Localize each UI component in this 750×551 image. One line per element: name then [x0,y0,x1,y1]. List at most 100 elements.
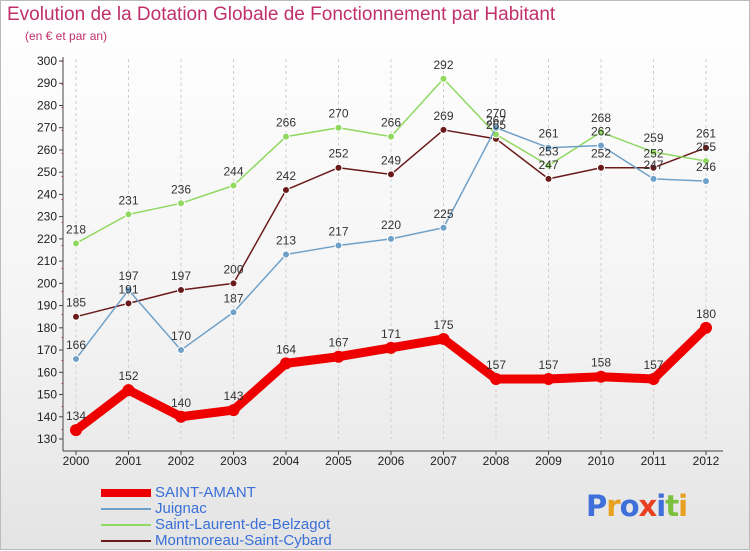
data-label-juignac: 261 [538,127,558,141]
point-saint-laurent [387,132,395,141]
data-label-saint-amant: 171 [381,327,401,341]
point-juignac [702,177,710,186]
data-label-saint-laurent: 266 [276,116,296,130]
y-tick-label: 220 [37,232,57,246]
point-saint-amant [700,321,712,334]
point-saint-amant [175,410,187,423]
legend: SAINT-AMANT Juignac Saint-Laurent-de-Bel… [101,484,461,549]
x-tick-label: 2010 [588,454,615,468]
point-saint-amant [542,372,555,385]
axes: 2000 2001 2002 2003 2004 2005 2006 2007 2008 2009… [37,54,723,468]
y-tick-label: 150 [37,388,57,402]
data-label-montmoreau: 197 [171,269,191,283]
data-label-juignac: 166 [66,338,86,352]
y-tick-label: 160 [37,365,57,379]
x-tick-label: 2004 [273,454,300,468]
y-tick-label: 270 [37,121,57,135]
point-saint-amant [385,341,397,354]
y-tick-label: 280 [37,98,57,112]
chart-subtitle: (en € et par an) [25,29,108,43]
point-saint-amant [122,384,135,397]
point-montmoreau [439,125,448,134]
x-tick-label: 2005 [325,454,352,468]
x-tick-label: 2001 [115,454,142,468]
point-juignac [649,174,658,183]
data-label-saint-amant: 140 [171,396,191,410]
data-label-saint-laurent: 266 [381,116,401,130]
point-juignac [544,143,553,152]
data-label-montmoreau: 269 [433,109,453,123]
legend-item-saint-amant: SAINT-AMANT [101,484,461,501]
data-label-juignac: 270 [486,107,506,121]
x-tick-label: 2008 [483,454,510,468]
x-tick-label: 2012 [693,454,720,468]
data-label-juignac: 246 [696,160,716,174]
x-tick-label: 2000 [63,454,90,468]
point-montmoreau [702,143,710,152]
data-label-saint-amant: 157 [486,358,506,372]
legend-label-juignac: Juignac [155,500,207,517]
data-label-montmoreau: 242 [276,169,296,183]
data-label-saint-laurent: 218 [66,222,86,236]
point-saint-laurent [702,157,710,166]
point-montmoreau [387,170,395,179]
point-montmoreau [544,174,553,183]
data-label-saint-laurent: 255 [696,140,716,154]
y-tick-label: 210 [37,254,57,268]
y-tick-label: 260 [37,143,57,157]
point-juignac [124,286,133,295]
legend-item-montmoreau: Montmoreau-Saint-Cybard [101,532,461,549]
data-label-montmoreau: 261 [696,127,716,141]
point-juignac [229,308,238,317]
legend-swatch-juignac [101,508,151,510]
point-saint-amant [280,357,292,370]
data-label-montmoreau: 200 [223,262,243,276]
data-label-saint-amant: 158 [591,356,611,370]
point-saint-amant [647,372,660,385]
y-tick-label: 140 [37,410,57,424]
x-tick-label: 2009 [535,454,562,468]
data-label-saint-amant: 134 [66,409,86,423]
point-saint-amant [595,370,607,383]
legend-swatch-saint-amant [101,489,151,497]
point-saint-laurent [649,148,658,157]
point-saint-amant [437,332,450,345]
y-tick-label: 200 [37,276,57,290]
data-label-montmoreau: 252 [591,147,611,161]
y-tick-label: 180 [37,321,57,335]
data-label-saint-amant: 180 [696,307,716,321]
data-label-juignac: 187 [223,291,243,305]
legend-item-saint-laurent: Saint-Laurent-de-Belzagot [101,516,461,533]
y-tick-label: 250 [37,165,57,179]
point-montmoreau [649,163,658,172]
point-saint-amant [490,372,502,385]
point-saint-laurent [597,128,605,137]
legend-item-juignac: Juignac [101,500,461,517]
point-juignac [439,223,448,232]
point-montmoreau [282,185,290,194]
data-label-juignac: 262 [591,124,611,138]
y-tick-label: 170 [37,343,57,357]
point-juignac [177,346,185,355]
data-label-juignac: 197 [118,269,138,283]
data-label-juignac: 225 [433,207,453,221]
data-label-saint-laurent: 236 [171,182,191,196]
series-lines [70,74,712,437]
data-label-juignac: 217 [328,225,348,239]
data-label-juignac: 213 [276,233,296,247]
data-label-saint-laurent: 292 [433,58,453,72]
data-label-saint-amant: 164 [276,342,296,356]
data-label-montmoreau: 252 [643,147,663,161]
data-label-saint-amant: 152 [118,369,138,383]
y-tick-label: 230 [37,210,57,224]
y-tick-label: 300 [37,54,57,68]
data-label-saint-laurent: 253 [538,145,558,159]
point-saint-laurent [439,74,448,83]
point-saint-laurent [229,181,238,190]
chart-title: Evolution de la Dotation Globale de Fonc… [7,4,556,25]
point-juignac [387,234,395,243]
data-label-saint-laurent: 259 [643,131,663,145]
legend-label-saint-amant: SAINT-AMANT [155,484,256,501]
